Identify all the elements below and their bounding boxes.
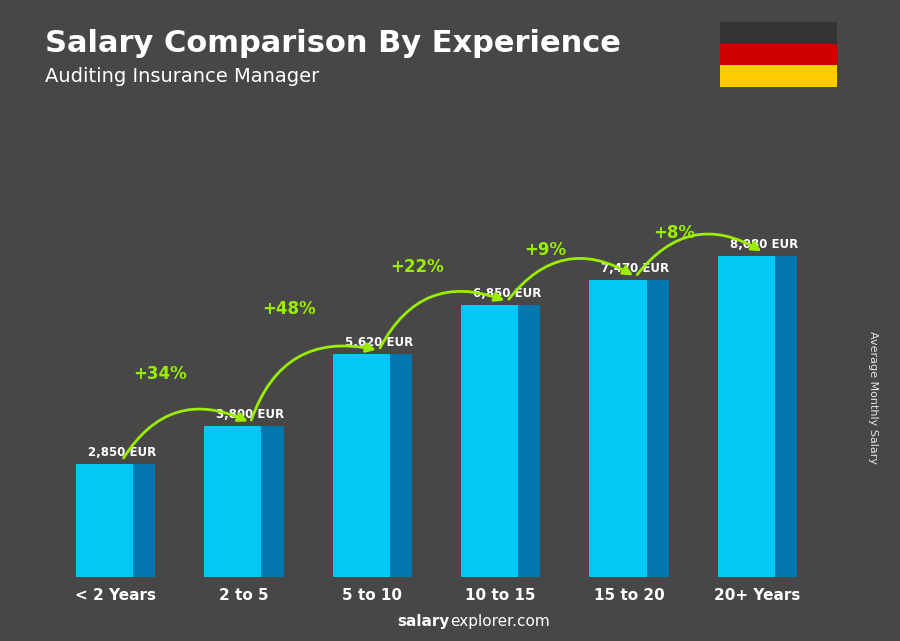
Text: +8%: +8%	[653, 224, 695, 242]
Bar	[720, 44, 837, 65]
Bar	[775, 256, 797, 577]
Bar	[461, 304, 518, 577]
Text: Average Monthly Salary: Average Monthly Salary	[868, 331, 878, 464]
Text: Auditing Insurance Manager: Auditing Insurance Manager	[45, 67, 320, 87]
Bar	[590, 280, 646, 577]
Bar	[332, 354, 390, 577]
Text: 3,800 EUR: 3,800 EUR	[216, 408, 284, 421]
Text: 8,080 EUR: 8,080 EUR	[730, 238, 798, 251]
Text: +9%: +9%	[525, 241, 567, 259]
Text: 5,620 EUR: 5,620 EUR	[345, 336, 413, 349]
Text: +34%: +34%	[133, 365, 187, 383]
Text: +22%: +22%	[391, 258, 444, 276]
Bar	[262, 426, 284, 577]
Bar	[720, 22, 837, 44]
Text: +48%: +48%	[262, 300, 316, 318]
Bar	[390, 354, 412, 577]
Bar	[518, 304, 541, 577]
Text: salary: salary	[398, 615, 450, 629]
Text: 2,850 EUR: 2,850 EUR	[88, 446, 156, 459]
Text: explorer.com: explorer.com	[450, 615, 550, 629]
Bar	[204, 426, 262, 577]
Bar	[76, 463, 133, 577]
Bar	[717, 256, 775, 577]
Bar	[133, 463, 156, 577]
Bar	[646, 280, 669, 577]
Bar	[720, 65, 837, 87]
Text: 6,850 EUR: 6,850 EUR	[472, 287, 541, 300]
Text: Salary Comparison By Experience: Salary Comparison By Experience	[45, 29, 621, 58]
Text: 7,470 EUR: 7,470 EUR	[601, 262, 670, 275]
